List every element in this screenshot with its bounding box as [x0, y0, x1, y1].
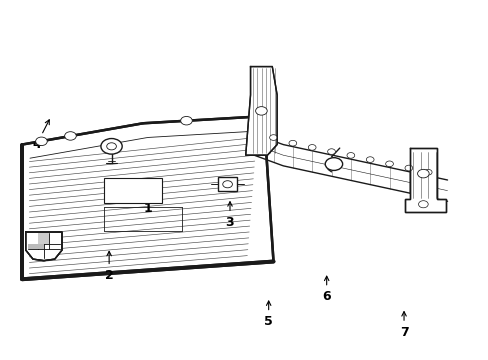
Text: 3: 3	[225, 202, 234, 229]
Circle shape	[36, 137, 47, 145]
Bar	[39, 233, 49, 244]
Polygon shape	[22, 116, 273, 279]
Circle shape	[404, 165, 412, 171]
Circle shape	[385, 161, 393, 167]
Circle shape	[327, 149, 335, 154]
Polygon shape	[405, 148, 446, 212]
Bar	[218, 177, 237, 192]
Text: 2: 2	[104, 251, 113, 282]
Text: 4: 4	[32, 120, 49, 151]
Bar	[27, 244, 44, 249]
Circle shape	[308, 145, 315, 150]
Circle shape	[325, 158, 342, 170]
Circle shape	[223, 181, 232, 188]
Text: 7: 7	[399, 312, 407, 339]
Text: 5: 5	[264, 301, 272, 328]
Circle shape	[366, 157, 373, 162]
Circle shape	[346, 153, 354, 158]
Circle shape	[255, 107, 266, 115]
Circle shape	[106, 143, 116, 150]
Polygon shape	[26, 232, 62, 261]
Circle shape	[269, 135, 277, 140]
Circle shape	[64, 132, 76, 140]
Text: 6: 6	[322, 276, 330, 303]
Circle shape	[288, 140, 296, 146]
Circle shape	[101, 139, 122, 154]
Circle shape	[180, 116, 192, 125]
Polygon shape	[245, 67, 277, 155]
Text: 1: 1	[143, 184, 152, 215]
Circle shape	[424, 170, 431, 175]
Circle shape	[417, 169, 428, 178]
Bar	[104, 178, 162, 203]
Circle shape	[418, 201, 427, 208]
